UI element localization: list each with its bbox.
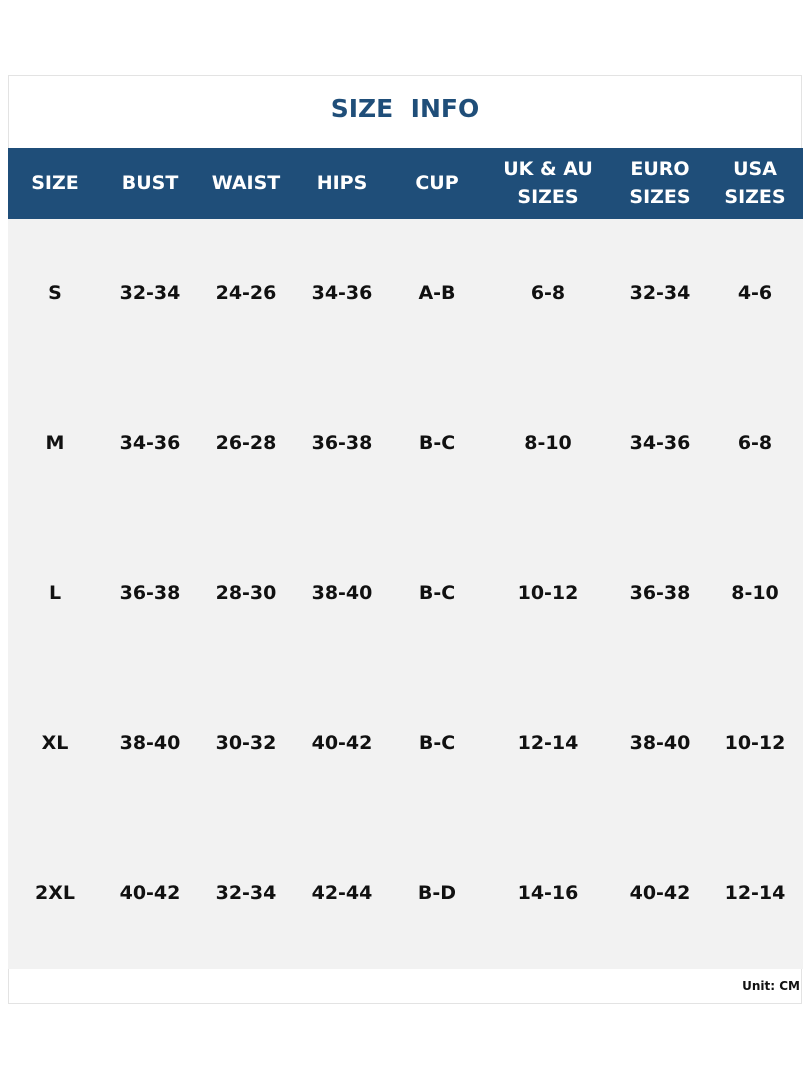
table-cell: 34-36 [119, 432, 181, 454]
table-cell: 12-14 [724, 882, 786, 904]
column-header: UK & AU SIZES [493, 155, 603, 211]
table-cell: 40-42 [629, 882, 691, 904]
table-cell: B-C [418, 732, 456, 754]
table-cell: 28-30 [215, 582, 277, 604]
table-cell: 6-8 [737, 432, 773, 454]
table-cell: 40-42 [311, 732, 373, 754]
header-line: BUST [121, 172, 179, 194]
table-cell: 6-8 [530, 282, 566, 304]
column-header: SIZE [0, 169, 110, 197]
title: SIZE INFO [330, 94, 480, 123]
header-line: WAIST [211, 172, 281, 194]
table-cell: 34-36 [629, 432, 691, 454]
column-header: BUST [95, 169, 205, 197]
table-cell: 2XL [35, 882, 75, 904]
column-header: CUP [382, 169, 492, 197]
table-cell: S [48, 282, 62, 304]
header-line: UK & AU [503, 158, 593, 180]
column-header: HIPS [287, 169, 397, 197]
table-cell: 36-38 [629, 582, 691, 604]
table-cell: 8-10 [524, 432, 572, 454]
table-cell: 12-14 [517, 732, 579, 754]
table-cell: 38-40 [629, 732, 691, 754]
table-cell: B-C [418, 582, 456, 604]
table-cell: 26-28 [215, 432, 277, 454]
column-header: EURO SIZES [605, 155, 715, 211]
header-line: SIZES [724, 186, 786, 208]
table-cell: 38-40 [119, 732, 181, 754]
header-line: SIZE [31, 172, 79, 194]
header-line: USA [733, 158, 777, 180]
table-cell: 24-26 [215, 282, 277, 304]
table-cell: 14-16 [517, 882, 579, 904]
header-line: HIPS [316, 172, 368, 194]
table-cell: B-C [418, 432, 456, 454]
unit-note: Unit: CM [742, 979, 800, 993]
header-band [8, 148, 803, 219]
table-cell: B-D [417, 882, 457, 904]
table-cell: 34-36 [311, 282, 373, 304]
table-cell: 32-34 [119, 282, 181, 304]
column-header: USA SIZES [700, 155, 810, 211]
table-cell: M [45, 432, 65, 454]
table-cell: XL [41, 732, 69, 754]
table-cell: 38-40 [311, 582, 373, 604]
table-cell: 42-44 [311, 882, 373, 904]
header-line: SIZES [517, 186, 579, 208]
table-cell: 40-42 [119, 882, 181, 904]
table-cell: 30-32 [215, 732, 277, 754]
table-cell: 4-6 [737, 282, 773, 304]
table-cell: 32-34 [215, 882, 277, 904]
header-line: EURO [630, 158, 690, 180]
table-cell: A-B [418, 282, 456, 304]
table-cell: L [48, 582, 62, 604]
table-cell: 10-12 [724, 732, 786, 754]
table-cell: 36-38 [119, 582, 181, 604]
header-line: SIZES [629, 186, 691, 208]
table-cell: 10-12 [517, 582, 579, 604]
table-cell: 8-10 [731, 582, 779, 604]
table-body [8, 219, 803, 969]
column-header: WAIST [191, 169, 301, 197]
table-cell: 32-34 [629, 282, 691, 304]
table-cell: 36-38 [311, 432, 373, 454]
header-line: CUP [415, 172, 459, 194]
